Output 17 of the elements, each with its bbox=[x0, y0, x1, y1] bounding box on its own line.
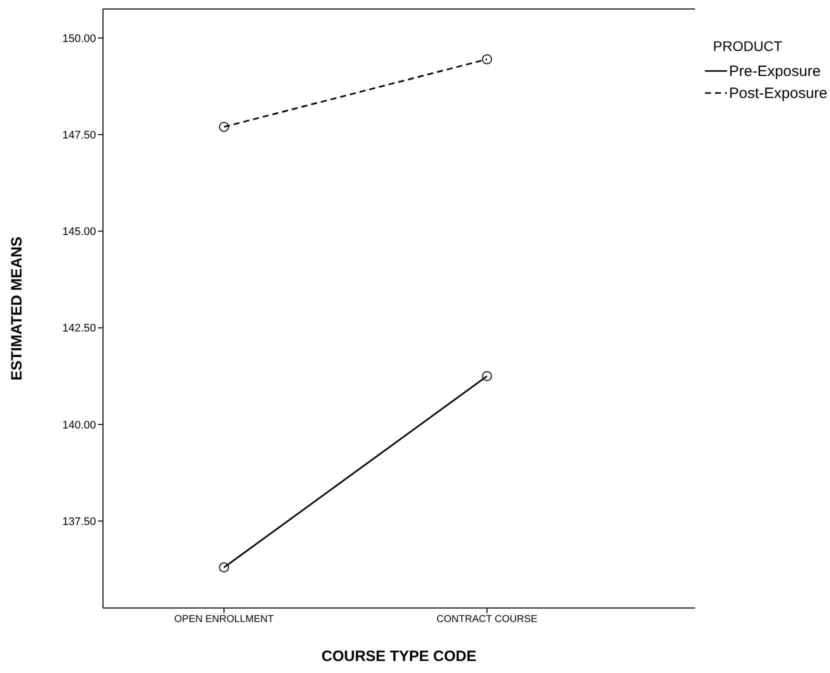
y-tick-label: 150.00 bbox=[62, 32, 96, 45]
y-axis-title: ESTIMATED MEANS bbox=[8, 236, 26, 380]
legend-label: Post-Exposure bbox=[729, 84, 828, 102]
point bbox=[482, 54, 492, 64]
point bbox=[482, 371, 492, 382]
point bbox=[219, 122, 229, 132]
y-tick-label: 147.50 bbox=[62, 130, 96, 142]
point bbox=[219, 562, 229, 572]
y-tick-label: 145.00 bbox=[62, 226, 96, 238]
y-tick-label: 137.50 bbox=[62, 516, 96, 528]
x-tick-label: OPEN ENROLLMENT bbox=[174, 614, 274, 626]
legend-label: Pre-Exposure bbox=[729, 62, 821, 80]
y-tick-label: 140.00 bbox=[62, 419, 96, 432]
x-axis-title: COURSE TYPE CODE bbox=[321, 648, 477, 665]
y-tick-label: 142.50 bbox=[62, 322, 96, 335]
x-tick-label: CONTRACT COURSE bbox=[436, 614, 538, 626]
legend-title: PRODUCT bbox=[713, 38, 784, 54]
